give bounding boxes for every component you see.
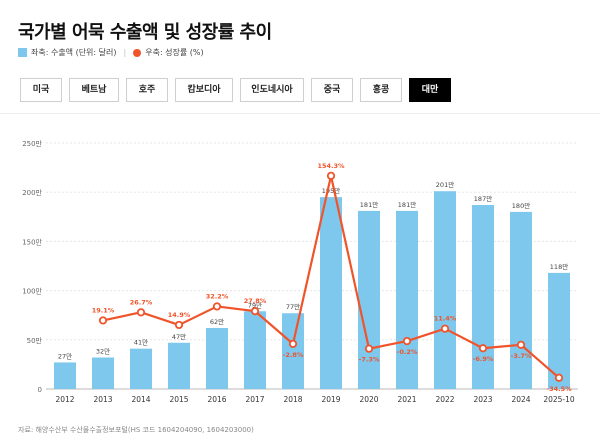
bar bbox=[206, 327, 228, 389]
growth-point bbox=[554, 373, 564, 382]
bar bbox=[282, 313, 304, 389]
bar-value-label: 79만 bbox=[248, 300, 262, 309]
growth-value-label: -34.5% bbox=[546, 385, 572, 393]
bar bbox=[244, 311, 266, 389]
bar bbox=[548, 272, 570, 389]
x-tick-label: 2023 bbox=[473, 395, 492, 404]
bar-value-label: 187만 bbox=[474, 194, 492, 203]
y-tick-label: 150만 bbox=[22, 237, 42, 246]
bar-legend-label: 좌축: 수출액 (단위: 달러) bbox=[31, 48, 117, 57]
tab-china[interactable]: 중국 bbox=[311, 78, 353, 102]
bar bbox=[510, 211, 532, 389]
y-tick-label: 100만 bbox=[22, 287, 42, 296]
growth-value-label: -7.3% bbox=[359, 356, 380, 364]
bar bbox=[434, 191, 456, 389]
growth-value-label: -6.9% bbox=[473, 355, 494, 363]
page-title: 국가별 어묵 수출액 및 성장률 추이 bbox=[18, 22, 272, 43]
bar-legend-swatch bbox=[18, 48, 27, 57]
bar bbox=[92, 357, 114, 389]
bar bbox=[472, 204, 494, 389]
bar-value-label: 181만 bbox=[398, 200, 416, 209]
bar-value-label: 27만 bbox=[58, 351, 72, 360]
bar bbox=[396, 210, 418, 389]
x-tick-label: 2025-10 bbox=[543, 395, 575, 404]
bar bbox=[168, 342, 190, 389]
x-tick-label: 2021 bbox=[397, 395, 416, 404]
growth-point bbox=[516, 340, 526, 349]
growth-value-label: 19.1% bbox=[92, 306, 115, 314]
line-legend-marker bbox=[133, 48, 142, 57]
x-tick-label: 2016 bbox=[207, 395, 226, 404]
growth-value-label: 26.7% bbox=[130, 298, 153, 306]
x-tick-label: 2017 bbox=[245, 395, 264, 404]
bar-value-label: 41만 bbox=[134, 338, 148, 347]
line-legend-label: 우축: 성장률 (%) bbox=[145, 48, 204, 57]
bar bbox=[320, 197, 342, 389]
tab-vietnam[interactable]: 베트남 bbox=[69, 78, 119, 102]
x-tick-label: 2020 bbox=[359, 395, 378, 404]
growth-point bbox=[402, 336, 412, 346]
growth-point bbox=[440, 324, 450, 333]
tab-taiwan[interactable]: 대만 bbox=[409, 78, 451, 102]
growth-point bbox=[250, 307, 260, 316]
legend-separator: | bbox=[123, 48, 127, 57]
growth-point bbox=[174, 320, 184, 330]
growth-value-label: -0.2% bbox=[397, 348, 418, 356]
bar-value-label: 201만 bbox=[436, 180, 454, 189]
growth-point bbox=[288, 339, 298, 348]
growth-point bbox=[364, 344, 374, 353]
bar-value-label: 180만 bbox=[512, 201, 530, 210]
bar-value-label: 181만 bbox=[360, 200, 378, 209]
x-tick-label: 2019 bbox=[321, 395, 340, 404]
bar-value-label: 118만 bbox=[550, 262, 568, 271]
growth-value-label: -3.7% bbox=[511, 352, 532, 360]
bar-value-label: 195만 bbox=[322, 186, 340, 195]
tab-usa[interactable]: 미국 bbox=[20, 78, 62, 102]
growth-point bbox=[98, 316, 108, 325]
growth-point bbox=[212, 302, 222, 311]
tab-indonesia[interactable]: 인도네시아 bbox=[240, 78, 304, 102]
tab-hongkong[interactable]: 홍콩 bbox=[360, 78, 402, 102]
bar-value-label: 62만 bbox=[210, 317, 224, 326]
growth-value-label: 11.4% bbox=[434, 315, 457, 323]
bar bbox=[358, 210, 380, 389]
x-tick-label: 2013 bbox=[93, 395, 112, 404]
growth-value-label: -2.8% bbox=[283, 351, 304, 359]
growth-point bbox=[478, 344, 488, 353]
x-tick-label: 2022 bbox=[435, 395, 454, 404]
x-tick-label: 2014 bbox=[131, 395, 150, 404]
y-tick-label: 0 bbox=[38, 386, 42, 394]
growth-value-label: 154.3% bbox=[317, 162, 345, 170]
growth-value-label: 14.9% bbox=[168, 311, 191, 319]
divider bbox=[0, 113, 600, 114]
tab-australia[interactable]: 호주 bbox=[126, 78, 168, 102]
x-tick-label: 2012 bbox=[55, 395, 74, 404]
y-tick-label: 200만 bbox=[22, 188, 42, 197]
growth-point bbox=[136, 308, 146, 317]
y-tick-label: 250만 bbox=[22, 139, 42, 148]
legend: 좌축: 수출액 (단위: 달러) | 우축: 성장률 (%) bbox=[18, 47, 204, 58]
x-tick-label: 2018 bbox=[283, 395, 302, 404]
bar bbox=[130, 348, 152, 389]
tab-cambodia[interactable]: 캄보디아 bbox=[175, 78, 233, 102]
growth-value-label: 27.8% bbox=[244, 297, 267, 305]
x-tick-label: 2015 bbox=[169, 395, 188, 404]
bar-value-label: 32만 bbox=[96, 347, 110, 356]
y-tick-label: 50만 bbox=[27, 336, 43, 345]
country-tabs: 미국 베트남 호주 캄보디아 인도네시아 중국 홍콩 대만 bbox=[20, 78, 451, 102]
growth-value-label: 32.2% bbox=[206, 292, 229, 300]
bar-value-label: 47만 bbox=[172, 332, 186, 341]
x-tick-label: 2024 bbox=[511, 395, 530, 404]
bar-value-label: 77만 bbox=[286, 302, 300, 311]
growth-point bbox=[326, 171, 336, 180]
bar bbox=[54, 362, 76, 389]
source-note: 자료: 해양수산부 수산물수출정보포털(HS 코드 1604204090, 16… bbox=[18, 426, 254, 434]
